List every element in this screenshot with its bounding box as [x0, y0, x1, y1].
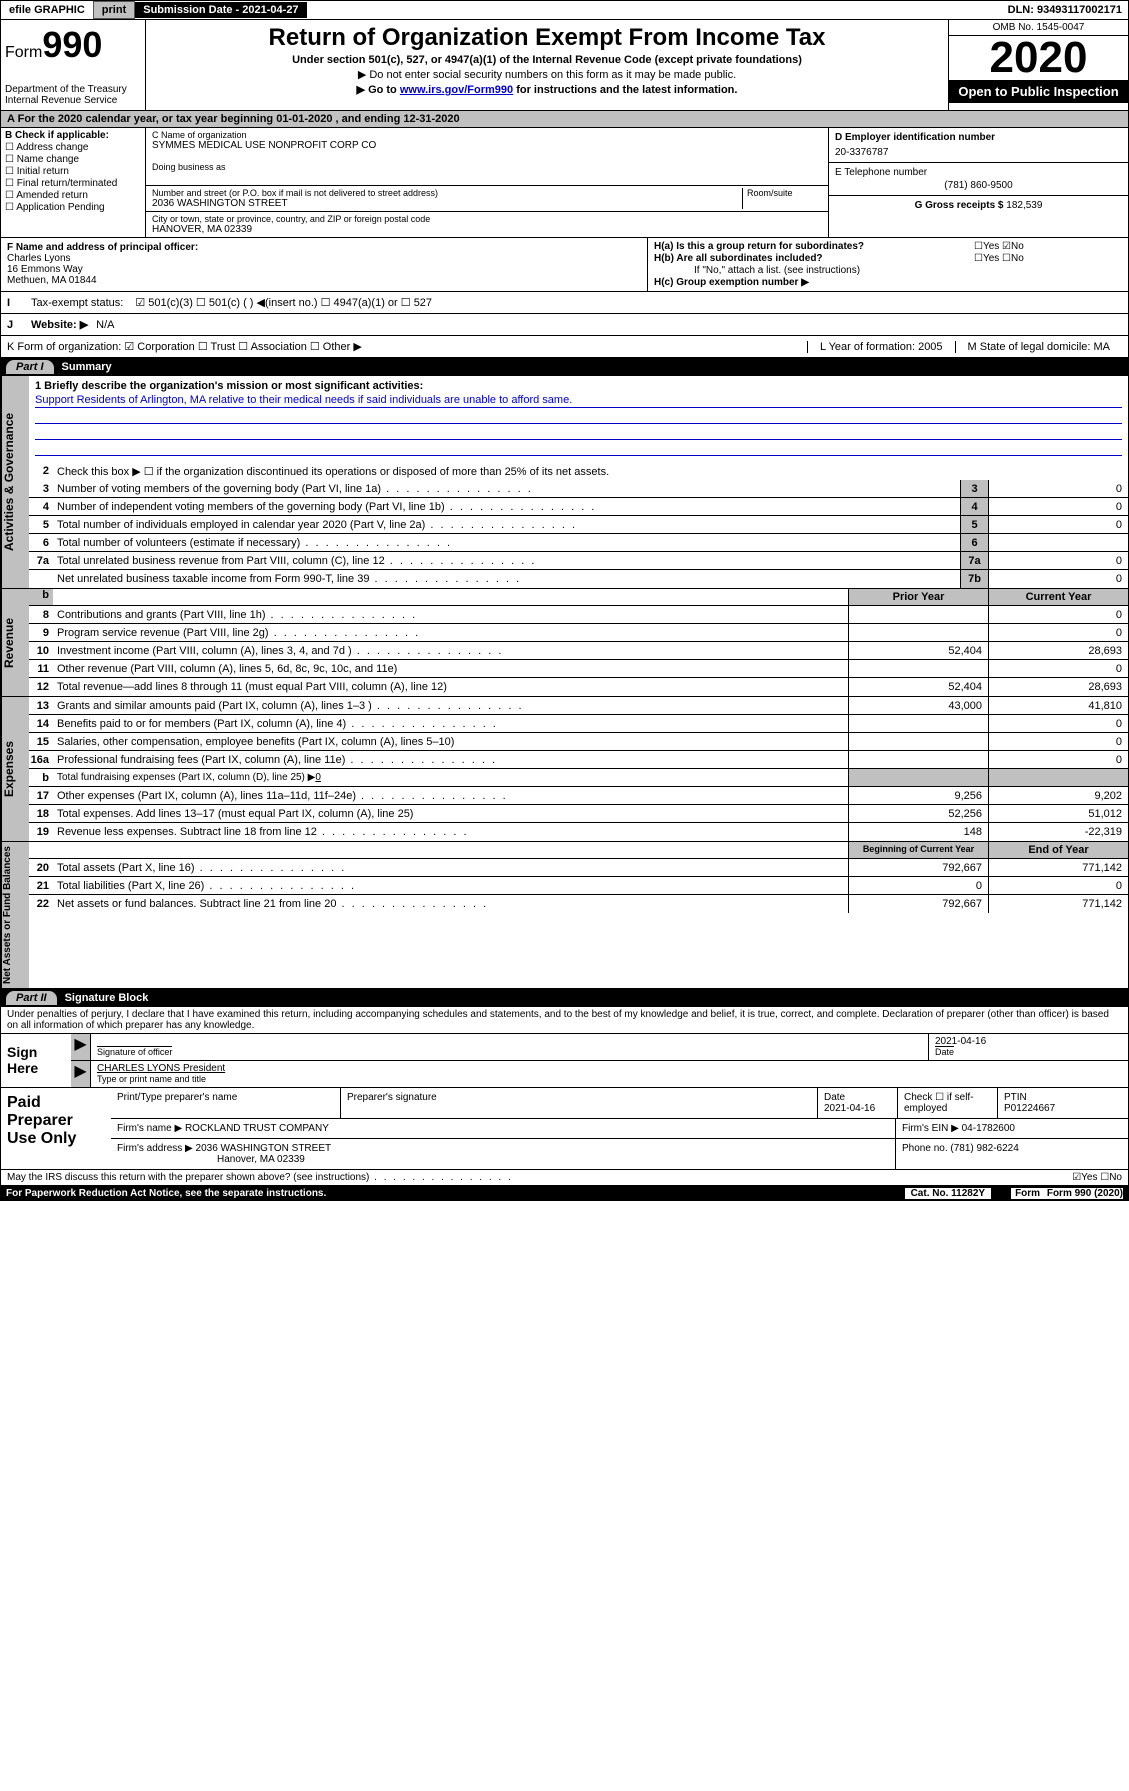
- section-f-h: F Name and address of principal officer:…: [0, 238, 1129, 292]
- form-header: Form990 Department of the Treasury Inter…: [0, 20, 1129, 111]
- open-to-public: Open to Public Inspection: [949, 80, 1128, 103]
- signature-block: Under penalties of perjury, I declare th…: [0, 1007, 1129, 1170]
- website: N/A: [96, 319, 114, 331]
- side-expenses: Expenses: [1, 697, 29, 841]
- prior-year-head: Prior Year: [848, 589, 988, 605]
- val-5: 0: [988, 516, 1128, 533]
- ptin: P01224667: [1004, 1103, 1055, 1114]
- org-name: SYMMES MEDICAL USE NONPROFIT CORP CO: [152, 140, 822, 151]
- officer-name: CHARLES LYONS President: [97, 1063, 225, 1074]
- org-address: 2036 WASHINGTON STREET: [152, 198, 742, 209]
- governance-section: Activities & Governance 1 Briefly descri…: [0, 376, 1129, 589]
- paperwork-footer: For Paperwork Reduction Act Notice, see …: [0, 1186, 1129, 1201]
- phone: (781) 860-9500: [835, 180, 1122, 191]
- year-cell: OMB No. 1545-0047 2020 Open to Public In…: [948, 20, 1128, 110]
- tax-exempt-row: ITax-exempt status:☑ 501(c)(3) ☐ 501(c) …: [0, 292, 1129, 314]
- paid-preparer: Paid Preparer Use Only Print/Type prepar…: [1, 1087, 1128, 1169]
- part-2-bar: Part IISignature Block: [0, 989, 1129, 1007]
- note-link: ▶ Go to www.irs.gov/Form990 for instruct…: [154, 83, 940, 96]
- dln-label: DLN: 93493117002171: [1002, 2, 1128, 18]
- group-return: H(a) Is this a group return for subordin…: [648, 238, 1128, 291]
- form-title: Return of Organization Exempt From Incom…: [154, 24, 940, 52]
- end-year-head: End of Year: [988, 842, 1128, 858]
- form-title-cell: Return of Organization Exempt From Incom…: [146, 20, 948, 110]
- val-7a: 0: [988, 552, 1128, 569]
- sign-here-label: Sign Here: [1, 1034, 71, 1087]
- period-row: A For the 2020 calendar year, or tax yea…: [0, 111, 1129, 128]
- begin-year-head: Beginning of Current Year: [848, 842, 988, 858]
- val-7b: 0: [988, 570, 1128, 588]
- current-year-head: Current Year: [988, 589, 1128, 605]
- revenue-section: Revenue bPrior YearCurrent Year 8Contrib…: [0, 589, 1129, 697]
- mission-text: Support Residents of Arlington, MA relat…: [35, 394, 1122, 408]
- val-4: 0: [988, 498, 1128, 515]
- ein: 20-3376787: [835, 147, 1122, 158]
- check-if-applicable: B Check if applicable: ☐ Address change …: [1, 128, 146, 237]
- val-3: 0: [988, 480, 1128, 497]
- website-row: JWebsite: ▶N/A: [0, 314, 1129, 336]
- top-toolbar: efile GRAPHIC print Submission Date - 20…: [0, 0, 1129, 20]
- side-governance: Activities & Governance: [1, 376, 29, 588]
- expenses-section: Expenses 13Grants and similar amounts pa…: [0, 697, 1129, 842]
- org-city: HANOVER, MA 02339: [152, 224, 822, 235]
- dept-label: Department of the Treasury Internal Reve…: [5, 84, 141, 106]
- firm-name: ROCKLAND TRUST COMPANY: [185, 1123, 329, 1134]
- note-ssn: ▶ Do not enter social security numbers o…: [154, 68, 940, 81]
- tax-year: 2020: [949, 36, 1128, 80]
- side-net-assets: Net Assets or Fund Balances: [1, 842, 29, 988]
- side-revenue: Revenue: [1, 589, 29, 696]
- efile-label: efile GRAPHIC: [1, 2, 93, 18]
- net-assets-section: Net Assets or Fund Balances Beginning of…: [0, 842, 1129, 989]
- discuss-row: May the IRS discuss this return with the…: [0, 1170, 1129, 1186]
- principal-officer: F Name and address of principal officer:…: [1, 238, 648, 291]
- form-number-cell: Form990 Department of the Treasury Inter…: [1, 20, 146, 110]
- mission-block: 1 Briefly describe the organization's mi…: [29, 376, 1128, 462]
- section-b-c-d: B Check if applicable: ☐ Address change …: [0, 128, 1129, 238]
- ein-phone: D Employer identification number20-33767…: [828, 128, 1128, 237]
- part-1-bar: Part ISummary: [0, 358, 1129, 376]
- org-info: C Name of organizationSYMMES MEDICAL USE…: [146, 128, 828, 237]
- print-button[interactable]: print: [93, 1, 135, 19]
- firm-phone: (781) 982-6224: [950, 1143, 1018, 1154]
- gross-receipts: 182,539: [1006, 200, 1042, 211]
- perjury-statement: Under penalties of perjury, I declare th…: [1, 1007, 1128, 1034]
- submission-date-label: Submission Date - 2021-04-27: [135, 2, 306, 18]
- firm-ein: 04-1782600: [962, 1123, 1015, 1134]
- form-subtitle: Under section 501(c), 527, or 4947(a)(1)…: [154, 54, 940, 66]
- val-6: [988, 534, 1128, 551]
- form-org-row: K Form of organization: ☑ Corporation ☐ …: [0, 336, 1129, 358]
- irs-link[interactable]: www.irs.gov/Form990: [400, 84, 513, 96]
